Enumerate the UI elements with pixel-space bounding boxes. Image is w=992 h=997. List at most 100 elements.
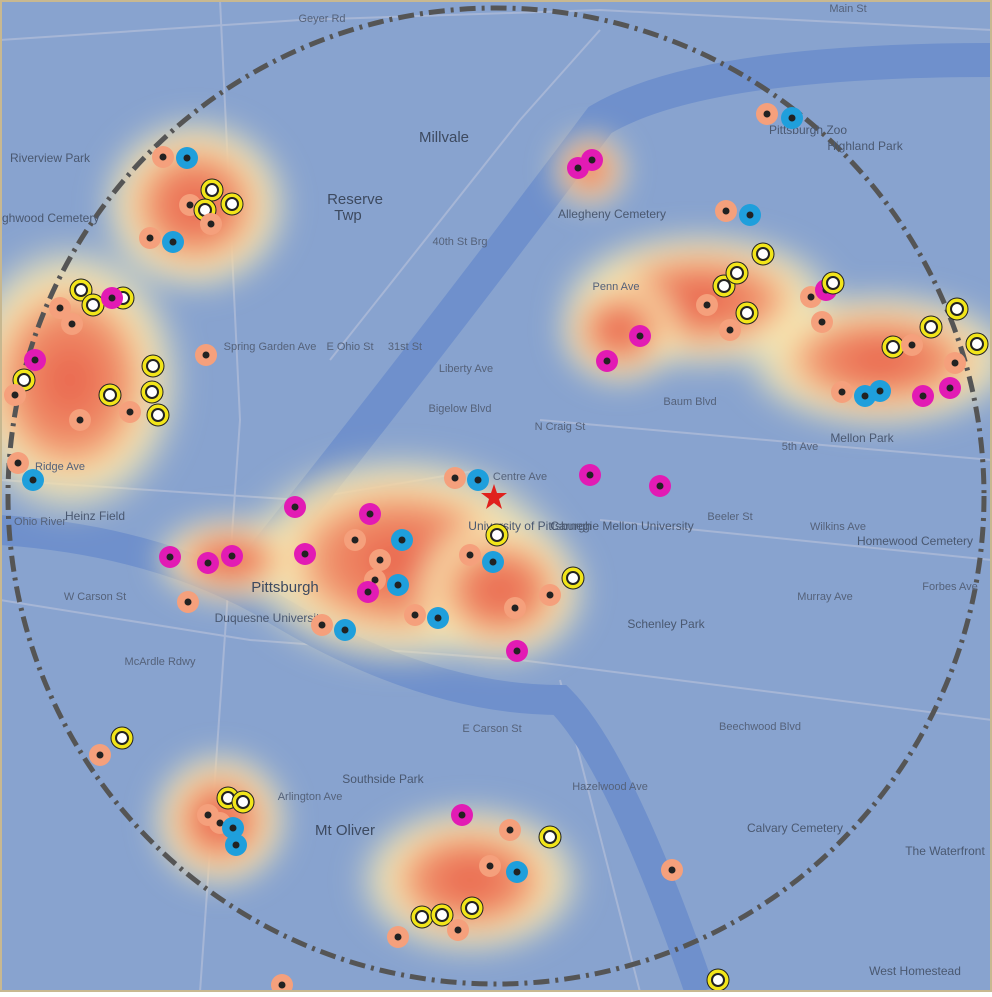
incident-icon: [225, 197, 239, 211]
incident-icon: [465, 901, 479, 915]
incident-icon: [486, 862, 494, 870]
place-label: Homewood Cemetery: [857, 534, 973, 548]
place-label: Murray Ave: [797, 591, 852, 603]
incident-icon: [166, 553, 174, 561]
incident-icon: [756, 247, 770, 261]
incident-icon: [202, 351, 210, 359]
place-label: Beeler St: [707, 511, 752, 523]
river: [0, 515, 715, 997]
incident-icon: [886, 340, 900, 354]
incident-icon: [204, 811, 212, 819]
search-radius: [5, 5, 987, 987]
incident-icon: [838, 388, 846, 396]
incident-icon: [807, 293, 815, 301]
place-label: Pittsburgh: [251, 579, 319, 596]
place-label: Riverview Park: [10, 151, 91, 165]
incident-icon: [586, 471, 594, 479]
incident-icon: [29, 476, 37, 484]
incident-icon: [278, 981, 286, 989]
incident-icon: [184, 598, 192, 606]
place-label: Carnegie Mellon University: [550, 519, 693, 533]
incident-icon: [451, 474, 459, 482]
place-label: Millvale: [419, 129, 469, 146]
incident-icon: [546, 591, 554, 599]
place-label: 40th St Brg: [432, 236, 487, 248]
incident-icon: [301, 550, 309, 558]
incident-icon: [371, 576, 379, 584]
place-label: Forbes Ave: [922, 581, 977, 593]
incident-icon: [146, 234, 154, 242]
incident-icon: [746, 211, 754, 219]
incident-icon: [68, 320, 76, 328]
incident-icon: [17, 373, 31, 387]
incident-icon: [574, 164, 582, 172]
incident-icon: [415, 910, 429, 924]
incident-icon: [566, 571, 580, 585]
place-label: McArdle Rdwy: [125, 656, 196, 668]
place-label: Wilkins Ave: [810, 521, 866, 533]
incident-icon: [511, 604, 519, 612]
place-label: The Waterfront: [905, 844, 985, 858]
incident-icon: [103, 388, 117, 402]
incident-icon: [668, 866, 676, 874]
incident-icon: [126, 408, 134, 416]
incident-icon: [204, 559, 212, 567]
incident-icon: [145, 385, 159, 399]
incident-icon: [730, 266, 744, 280]
place-label: 5th Ave: [782, 441, 819, 453]
place-label: E Ohio St: [326, 341, 373, 353]
incident-icon: [86, 298, 100, 312]
center-star: [481, 484, 507, 509]
incident-icon: [454, 926, 462, 934]
place-label: Bigelow Blvd: [429, 403, 492, 415]
incident-icon: [236, 795, 250, 809]
incident-icon: [703, 301, 711, 309]
incident-icon: [364, 588, 372, 596]
incident-icon: [656, 482, 664, 490]
place-label: Duquesne University: [215, 611, 326, 625]
incident-icon: [205, 183, 219, 197]
incident-icon: [435, 908, 449, 922]
incident-icon: [318, 621, 326, 629]
incident-icon: [411, 611, 419, 619]
incident-icon: [11, 391, 19, 399]
heat-spot: [0, 237, 187, 523]
place-label: Highwood Cemetery: [0, 211, 99, 225]
incident-icon: [876, 387, 884, 395]
place-label: Penn Ave: [593, 281, 640, 293]
incident-icon: [826, 276, 840, 290]
place-label: Ohio River: [14, 516, 66, 528]
place-label: Reserve: [327, 191, 383, 208]
incident-icon: [726, 326, 734, 334]
incident-icon: [56, 304, 64, 312]
incident-icon: [919, 392, 927, 400]
incident-icon: [763, 110, 771, 118]
incident-icon: [722, 207, 730, 215]
incident-icon: [31, 356, 39, 364]
place-label: Centre Ave: [493, 471, 547, 483]
place-label: Ridge Ave: [35, 461, 85, 473]
incident-icon: [946, 384, 954, 392]
incident-icon: [924, 320, 938, 334]
incident-icon: [96, 751, 104, 759]
incident-icon: [951, 359, 959, 367]
incident-icon: [186, 201, 194, 209]
place-label: Hazelwood Ave: [572, 781, 648, 793]
place-label: Southside Park: [342, 772, 424, 786]
incident-icon: [489, 558, 497, 566]
place-label: West Homestead: [869, 964, 961, 978]
incident-icon: [228, 552, 236, 560]
place-label: Arlington Ave: [278, 791, 343, 803]
place-label: Allegheny Cemetery: [558, 207, 666, 221]
incident-icon: [394, 933, 402, 941]
place-label: Beechwood Blvd: [719, 721, 801, 733]
incident-icon: [490, 528, 504, 542]
place-label: Baum Blvd: [663, 396, 716, 408]
incident-icon: [74, 283, 88, 297]
incident-icon: [159, 153, 167, 161]
incident-icon: [788, 114, 796, 122]
incident-icon: [818, 318, 826, 326]
incident-icon: [861, 392, 869, 400]
incident-icon: [513, 647, 521, 655]
